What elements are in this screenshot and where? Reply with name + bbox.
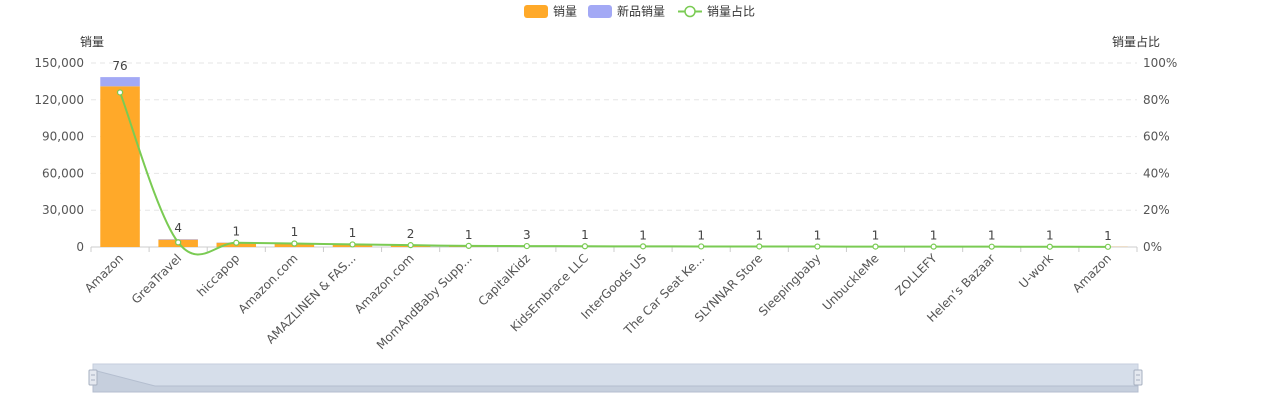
bar-value-label: 1 <box>465 228 473 242</box>
legend-item[interactable]: 销量占比 <box>678 4 755 19</box>
y-right-tick-label: 100% <box>1143 56 1177 70</box>
x-tick-label: UnbuckleMe <box>820 251 882 313</box>
y-right-tick-label: 60% <box>1143 130 1170 144</box>
bar-value-label: 76 <box>112 59 127 73</box>
bar-value-label: 3 <box>523 228 531 242</box>
y-right-tick-label: 80% <box>1143 93 1170 107</box>
x-tick-label: U-work <box>1016 251 1056 291</box>
y-left-tick-label: 150,000 <box>34 56 84 70</box>
y-left-tick-label: 90,000 <box>42 130 84 144</box>
share-point <box>524 244 529 249</box>
x-tick-label: CapitalKidz <box>476 251 533 308</box>
zoom-handle-grip <box>89 370 97 385</box>
share-point <box>815 244 820 249</box>
y-left-tick-label: 30,000 <box>42 203 84 217</box>
bar-value-label: 1 <box>1104 229 1112 243</box>
share-point <box>118 90 123 95</box>
bar-value-label: 1 <box>1046 229 1054 243</box>
x-tick-label: hiccapop <box>194 251 242 299</box>
bar-value-label: 2 <box>407 227 415 241</box>
x-tick-label: Amazon <box>1070 251 1114 295</box>
bar-series <box>100 77 1127 247</box>
bar-value-label: 1 <box>988 229 996 243</box>
share-point <box>582 244 587 249</box>
bar-value-label: 1 <box>291 225 299 239</box>
bar-value-label: 4 <box>174 221 182 235</box>
grid-lines <box>91 63 1137 247</box>
y-left-tick-label: 60,000 <box>42 166 84 180</box>
bar-value-label: 1 <box>581 228 589 242</box>
zoom-handle[interactable] <box>89 370 97 385</box>
data-labels: 76 4 1 1 1 2 1 3 1 1 1 1 1 1 1 1 1 1 <box>112 59 1111 243</box>
x-tick-label: ZOLLEFY <box>892 251 940 299</box>
share-point <box>234 240 239 245</box>
bar-value-label: 1 <box>639 228 647 242</box>
x-tick-label: MomAndBaby Supp... <box>374 251 475 352</box>
legend-swatch <box>588 5 612 18</box>
y-axis-right-title: 销量占比 <box>1112 34 1160 49</box>
share-point <box>989 244 994 249</box>
share-point <box>757 244 762 249</box>
zoom-handle[interactable] <box>1134 370 1142 385</box>
bar-value-label: 1 <box>872 229 880 243</box>
legend[interactable]: 销量 新品销量 销量占比 <box>524 4 755 19</box>
y-axis-left-title: 销量 <box>80 35 104 49</box>
y-right-tick-label: 0% <box>1143 240 1162 254</box>
share-point <box>931 244 936 249</box>
legend-swatch <box>524 5 548 18</box>
line-series <box>118 90 1111 255</box>
legend-label: 销量 <box>553 5 577 19</box>
zoom-handle-grip <box>1134 370 1142 385</box>
axes: 销量 销量占比 0 30,000 60,000 90,000 120,000 150,000 0… <box>34 34 1177 352</box>
bar-new-product-sales <box>100 77 140 86</box>
share-point <box>176 240 181 245</box>
legend-label: 新品销量 <box>617 4 665 19</box>
y-left-tick-label: 0 <box>76 240 84 254</box>
y-right-tick-label: 40% <box>1143 166 1170 180</box>
bar-value-label: 1 <box>697 228 705 242</box>
y-right-tick-label: 20% <box>1143 203 1170 217</box>
legend-item[interactable]: 销量 <box>524 5 577 19</box>
data-zoom-slider[interactable] <box>89 364 1142 392</box>
bar-value-label: 1 <box>349 226 357 240</box>
share-point <box>641 244 646 249</box>
x-tick-label: Amazon.com <box>235 251 300 316</box>
bar-value-label: 1 <box>232 224 240 238</box>
share-point <box>873 244 878 249</box>
share-point <box>408 243 413 248</box>
bar-sales <box>100 86 140 247</box>
share-point <box>350 242 355 247</box>
bar-value-label: 1 <box>814 229 822 243</box>
legend-label: 销量占比 <box>707 4 755 19</box>
y-left-tick-label: 120,000 <box>34 93 84 107</box>
share-point <box>1047 244 1052 249</box>
legend-item[interactable]: 新品销量 <box>588 4 665 19</box>
share-point <box>1105 244 1110 249</box>
x-tick-label: GreaTravel <box>129 251 184 306</box>
bar-value-label: 1 <box>755 228 763 242</box>
share-point <box>699 244 704 249</box>
x-tick-label: Amazon.com <box>352 251 417 316</box>
x-tick-label: Amazon <box>82 251 126 295</box>
bar-value-label: 1 <box>930 229 938 243</box>
legend-marker <box>685 7 695 17</box>
share-point <box>292 241 297 246</box>
x-tick-label: Sleepingbaby <box>756 251 824 319</box>
share-point <box>466 243 471 248</box>
